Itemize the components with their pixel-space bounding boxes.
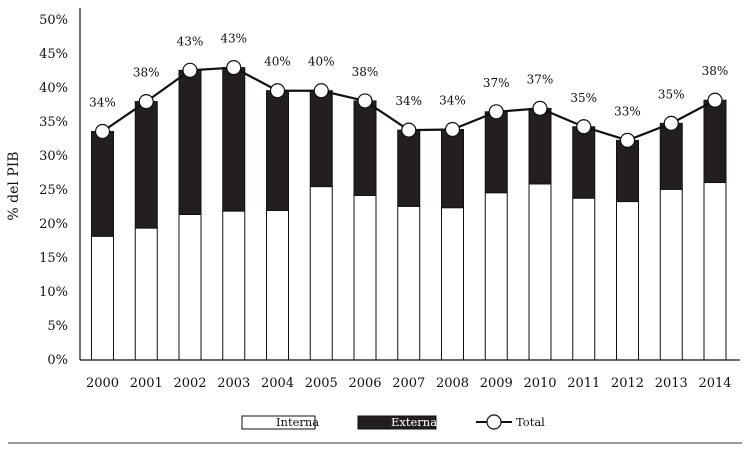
bar-externa	[572, 126, 596, 199]
bar-interna	[178, 213, 202, 361]
x-tick-label: 2005	[305, 376, 338, 391]
total-line-series: 34% 38% 43% 43% 40% 40% 38% 34% 34% 37% 37% 35% 33% 3…	[89, 32, 728, 148]
x-tick-label: 2002	[173, 376, 206, 391]
y-tick-label: 40%	[39, 81, 68, 96]
total-marker	[269, 83, 286, 99]
x-tick-label: 2000	[86, 376, 119, 391]
bar-externa	[266, 90, 289, 211]
y-axis-title: % del PIB	[6, 151, 22, 220]
total-data-label: 34%	[395, 94, 422, 108]
bar-interna	[222, 210, 246, 361]
total-marker	[444, 121, 461, 138]
total-marker	[94, 123, 111, 140]
y-tick-label: 20%	[39, 217, 68, 232]
total-data-label: 37%	[483, 76, 510, 90]
bar-interna	[353, 194, 377, 361]
total-marker	[401, 122, 417, 138]
bar-externa	[222, 67, 246, 212]
total-data-label: 40%	[264, 55, 291, 69]
legend-label-total: Total	[516, 415, 545, 429]
x-tick-label: 2009	[480, 376, 513, 391]
total-data-label: 35%	[570, 91, 597, 105]
x-tick-label: 2011	[567, 376, 600, 391]
total-data-label: 35%	[658, 87, 685, 101]
total-data-label: 37%	[527, 72, 554, 86]
total-data-label: 38%	[133, 66, 160, 80]
y-tick-label: 0%	[47, 353, 68, 368]
legend-label-interna: Interna	[276, 415, 319, 429]
x-tick-label: 2007	[392, 376, 425, 391]
bar-externa	[91, 131, 114, 237]
total-data-label: 33%	[614, 104, 641, 118]
total-data-label: 38%	[352, 65, 379, 79]
total-marker	[138, 93, 154, 110]
bar-interna	[309, 186, 333, 361]
bar-externa	[659, 122, 683, 190]
total-data-label: 40%	[308, 55, 335, 69]
x-tick-label: 2003	[217, 376, 250, 391]
total-marker	[663, 115, 679, 131]
bars	[91, 67, 727, 361]
x-tick-label: 2012	[611, 376, 644, 391]
legend-swatch-externa	[357, 415, 437, 430]
y-tick-label: 45%	[39, 47, 68, 62]
total-marker	[182, 62, 198, 78]
total-data-label: 38%	[702, 64, 729, 78]
y-tick-label: 15%	[39, 251, 68, 266]
total-data-label: 34%	[439, 93, 466, 107]
bar-externa	[353, 100, 377, 196]
bar-interna	[134, 227, 158, 361]
total-marker	[313, 83, 329, 99]
x-axis: 2000 2001 2002 2003 2004 2005 2006 2007 2008 2009…	[80, 359, 740, 391]
bar-interna	[441, 207, 464, 361]
bar-interna	[397, 205, 421, 361]
bar-interna	[91, 235, 114, 361]
y-axis: 0% 5% 10% 15% 20% 25% 30% 35% 40% 45% 50%	[39, 8, 81, 368]
bar-externa	[441, 128, 464, 209]
total-data-label: 43%	[177, 34, 204, 48]
total-marker	[619, 132, 636, 148]
y-tick-label: 30%	[39, 149, 68, 164]
bar-externa	[397, 129, 421, 207]
legend-swatch-interna	[241, 415, 316, 430]
bar-externa	[178, 69, 202, 215]
bar-interna	[659, 188, 683, 361]
legend-marker-total	[486, 414, 502, 430]
y-tick-label: 50%	[39, 13, 68, 28]
total-marker	[488, 104, 504, 120]
legend-label-externa: Externa	[391, 415, 437, 429]
bar-externa	[616, 139, 639, 203]
x-tick-label: 2013	[655, 376, 688, 391]
bar-interna	[484, 192, 508, 361]
bar-interna	[266, 209, 289, 361]
bar-externa	[484, 111, 508, 194]
total-marker	[532, 100, 548, 117]
bar-externa	[703, 99, 727, 184]
x-tick-label: 2004	[261, 376, 294, 391]
bar-interna	[616, 201, 639, 361]
total-marker	[226, 59, 242, 76]
x-tick-label: 2010	[523, 376, 556, 391]
y-tick-label: 5%	[47, 319, 68, 334]
bar-interna	[703, 182, 727, 361]
y-tick-label: 35%	[39, 115, 68, 130]
y-tick-label: 25%	[39, 183, 68, 198]
bar-externa	[309, 90, 333, 188]
bar-interna	[572, 197, 596, 361]
bar-externa	[134, 101, 158, 229]
x-tick-label: 2001	[130, 376, 163, 391]
bar-interna	[528, 183, 552, 361]
x-tick-label: 2008	[436, 376, 469, 391]
total-data-label: 43%	[220, 32, 247, 46]
total-marker	[576, 119, 592, 135]
x-tick-label: 2014	[698, 376, 731, 391]
legend: Interna Externa Total	[241, 414, 545, 430]
x-tick-label: 2006	[348, 376, 381, 391]
total-marker	[357, 93, 373, 109]
y-tick-label: 10%	[39, 285, 68, 300]
total-data-label: 34%	[89, 96, 116, 110]
total-marker	[707, 92, 723, 108]
bar-externa	[528, 107, 552, 185]
